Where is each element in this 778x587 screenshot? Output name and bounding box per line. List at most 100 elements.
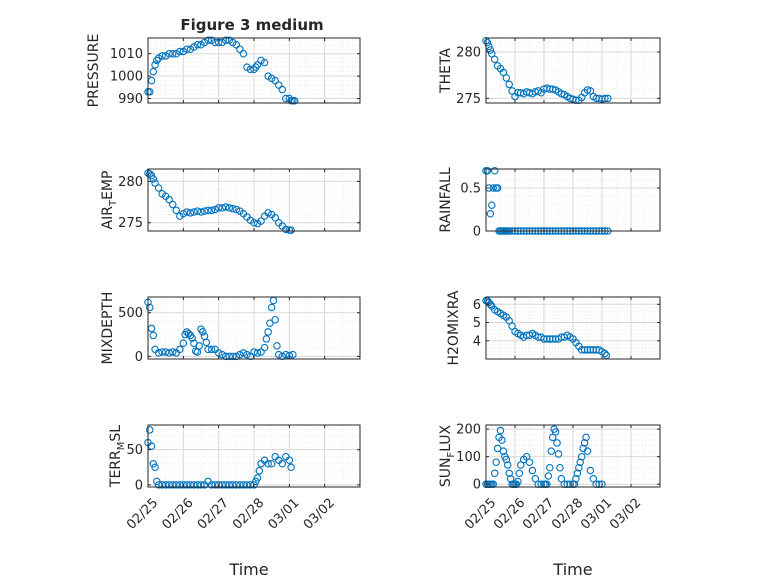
data-point	[146, 88, 154, 96]
x-tick-label: 02/25	[124, 496, 161, 533]
y-tick-label: 1010	[110, 47, 143, 62]
data-point	[271, 214, 279, 222]
data-point	[221, 36, 230, 44]
data-point	[260, 58, 269, 67]
data-point	[165, 195, 173, 204]
data-point	[243, 481, 251, 489]
data-point	[221, 481, 230, 489]
data-point	[236, 350, 244, 359]
data-point	[577, 452, 586, 461]
data-point	[502, 74, 511, 82]
data-point	[197, 208, 205, 216]
data-point	[214, 204, 223, 212]
data-point	[168, 200, 177, 209]
figure-title: Figure 3 medium	[180, 16, 323, 34]
data-point	[287, 463, 295, 472]
data-point	[271, 76, 279, 85]
data-point	[253, 61, 262, 69]
data-point	[572, 474, 580, 483]
data-point	[154, 184, 163, 192]
data-point	[207, 206, 216, 215]
data-point	[183, 208, 191, 216]
data-point	[262, 335, 271, 343]
x-tick-label: 03/02	[301, 496, 338, 533]
y-axis-label: TERRMSL	[108, 425, 127, 488]
data-point	[253, 349, 262, 357]
y-tick-label: 1000	[110, 70, 143, 85]
data-point	[232, 40, 241, 49]
data-point	[575, 463, 583, 472]
y-tick-label: 280	[456, 45, 481, 60]
data-point	[503, 461, 512, 469]
data-point	[146, 303, 154, 312]
data-point	[239, 481, 248, 489]
data-point	[547, 447, 555, 455]
data-point	[586, 346, 595, 354]
data-point	[250, 481, 258, 489]
x-tick-label: 02/27	[195, 496, 232, 533]
data-point	[278, 352, 287, 361]
data-point	[153, 477, 161, 486]
data-point	[239, 349, 248, 357]
data-point	[151, 463, 159, 472]
data-point	[543, 335, 551, 343]
data-point	[176, 345, 184, 354]
data-point	[165, 349, 173, 357]
y-tick-label: 4	[473, 334, 481, 349]
data-point	[193, 207, 202, 215]
data-point	[583, 346, 592, 354]
y-tick-label: 0.5	[460, 181, 481, 196]
data-point	[149, 67, 158, 76]
data-point	[165, 481, 173, 489]
data-point	[161, 348, 170, 356]
data-point	[221, 203, 230, 211]
data-point	[218, 350, 226, 359]
y-axis-label: THETA	[438, 48, 454, 94]
data-point	[498, 436, 506, 444]
data-point	[490, 55, 499, 64]
data-point	[289, 350, 297, 359]
data-point	[264, 328, 272, 336]
data-point	[554, 450, 563, 458]
data-point	[202, 338, 211, 347]
data-point	[179, 339, 188, 348]
data-point	[264, 209, 272, 217]
data-point	[264, 459, 272, 468]
data-point	[195, 342, 203, 350]
data-point	[190, 481, 198, 489]
data-point	[544, 472, 553, 480]
data-point	[221, 352, 230, 361]
y-tick-label: 275	[118, 216, 143, 231]
data-point	[505, 469, 513, 477]
data-point	[250, 348, 258, 356]
data-point	[190, 208, 198, 216]
data-point	[274, 81, 283, 89]
data-point	[488, 201, 496, 209]
data-point	[282, 350, 290, 359]
data-point	[186, 481, 195, 489]
data-point	[158, 481, 166, 489]
data-point	[232, 352, 241, 361]
data-point	[267, 303, 276, 312]
data-point	[496, 426, 505, 435]
data-point	[154, 481, 163, 489]
data-point	[580, 346, 589, 354]
y-axis-label: H2OMIXRA	[446, 290, 462, 365]
data-point	[172, 481, 181, 489]
data-point	[188, 334, 196, 342]
data-point	[285, 456, 294, 464]
data-point	[573, 469, 582, 477]
data-point	[193, 481, 202, 489]
data-point	[483, 38, 492, 47]
data-point	[168, 49, 177, 58]
x-tick-label: 02/28	[549, 496, 586, 533]
data-point	[204, 345, 212, 354]
data-point	[207, 481, 216, 489]
data-point	[229, 204, 237, 213]
